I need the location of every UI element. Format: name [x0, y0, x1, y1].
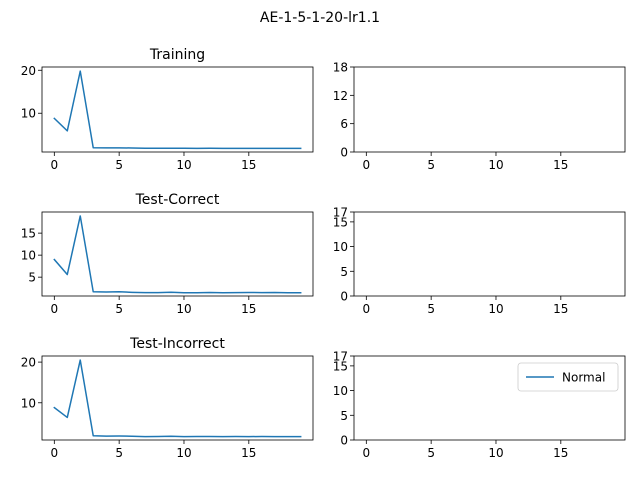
y-tick-label: 5 — [340, 409, 348, 423]
y-tick-label: 0 — [340, 434, 348, 448]
x-tick-label: 15 — [241, 158, 256, 172]
y-tick-label: 12 — [333, 89, 348, 103]
axes-frame — [353, 211, 626, 297]
x-tick-label: 10 — [488, 446, 503, 460]
series-line — [53, 215, 302, 294]
y-tick-label: 17 — [333, 206, 348, 220]
y-tick-label: 5 — [28, 271, 36, 285]
x-tick-label: 5 — [427, 302, 435, 316]
series-line — [53, 359, 302, 438]
subplot-title: Test-Correct — [135, 192, 220, 208]
x-tick-label: 10 — [176, 446, 191, 460]
x-tick-label: 10 — [176, 158, 191, 172]
x-tick-label: 0 — [50, 302, 58, 316]
y-tick-label: 20 — [21, 356, 36, 370]
x-tick-label: 10 — [488, 302, 503, 316]
x-tick-label: 0 — [362, 446, 370, 460]
x-tick-label: 0 — [362, 302, 370, 316]
figure-suptitle: AE-1-5-1-20-lr1.1 — [260, 10, 380, 26]
y-tick-label: 18 — [333, 61, 348, 75]
x-tick-label: 0 — [50, 446, 58, 460]
legend: Normal — [517, 362, 619, 392]
subplot-2: 0 5 10 15 0 6 12 18 — [333, 61, 626, 172]
axes-frame — [353, 66, 626, 153]
y-tick-label: 0 — [340, 146, 348, 160]
legend-box — [517, 362, 619, 392]
y-tick-label: 10 — [21, 249, 36, 263]
subplot-grid: Training 0 5 10 15 10 20 0 5 10 15 0 6 12 18 Test-Corre… — [21, 47, 626, 460]
x-tick-label: 5 — [115, 158, 123, 172]
x-tick-label: 15 — [553, 446, 568, 460]
x-tick-label: 10 — [488, 158, 503, 172]
x-tick-label: 15 — [553, 302, 568, 316]
x-tick-label: 5 — [115, 302, 123, 316]
y-tick-label: 15 — [21, 227, 36, 241]
x-tick-label: 5 — [115, 446, 123, 460]
x-tick-label: 15 — [241, 446, 256, 460]
y-tick-label: 20 — [21, 64, 36, 78]
subplot-3: Test-Correct 0 5 10 15 5 10 15 — [21, 192, 314, 316]
y-tick-label: 17 — [333, 350, 348, 364]
x-tick-label: 15 — [553, 158, 568, 172]
axes-frame — [41, 211, 314, 297]
y-tick-label: 10 — [21, 107, 36, 121]
subplot-1: Training 0 5 10 15 10 20 — [21, 47, 314, 172]
y-tick-label: 10 — [333, 240, 348, 254]
y-tick-label: 10 — [21, 396, 36, 410]
subplot-title: Test-Incorrect — [129, 336, 225, 352]
y-tick-label: 5 — [340, 265, 348, 279]
x-tick-label: 0 — [50, 158, 58, 172]
x-tick-label: 10 — [176, 302, 191, 316]
axes-frame — [353, 355, 626, 441]
series-line — [53, 70, 302, 150]
y-tick-label: 6 — [340, 117, 348, 131]
x-tick-label: 15 — [241, 302, 256, 316]
axes-frame — [41, 355, 314, 441]
x-tick-label: 5 — [427, 446, 435, 460]
x-tick-label: 5 — [427, 158, 435, 172]
subplot-title: Training — [149, 47, 205, 63]
legend-label: Normal — [562, 371, 605, 385]
y-tick-label: 10 — [333, 384, 348, 398]
y-tick-label: 0 — [340, 290, 348, 304]
y-tick-label: 15 — [333, 215, 348, 229]
x-tick-label: 0 — [362, 158, 370, 172]
axes-frame — [41, 66, 314, 153]
subplot-5: Test-Incorrect 0 5 10 15 10 20 — [21, 336, 314, 460]
y-tick-label: 15 — [333, 359, 348, 373]
